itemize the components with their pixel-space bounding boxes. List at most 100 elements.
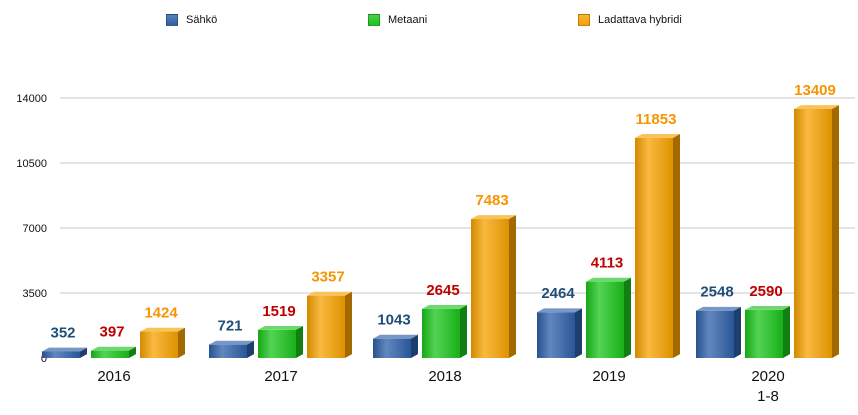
- legend-item-sahko: Sähkö: [166, 14, 217, 26]
- bar-top-ladattava-hybridi-2019: [635, 134, 680, 138]
- x-axis-ticks: 2016 2017 2018 2019 2020 1-8: [97, 368, 784, 405]
- bar-front-ladattava-hybridi-2017: [307, 295, 345, 358]
- data-label-ladattava-hybridi-2018: 7483: [475, 192, 508, 209]
- bar-front-metaani-2018: [422, 308, 460, 358]
- data-label-sahko-2016: 352: [50, 324, 75, 341]
- data-label-metaani-2018: 2645: [426, 282, 459, 299]
- bar-front-metaani-2020: [745, 309, 783, 358]
- data-label-ladattava-hybridi-2017: 3357: [311, 269, 344, 286]
- bar-top-sahko-2019: [537, 308, 582, 313]
- bar-side-ladattava-hybridi-2017: [345, 291, 352, 358]
- x-tick-label-2016: 2016: [97, 368, 130, 385]
- bar-top-ladattava-hybridi-2020: [794, 105, 839, 109]
- bar-metaani-2018: [422, 305, 467, 358]
- bar-ladattava-hybridi-2016: [140, 327, 185, 358]
- data-label-metaani-2016: 397: [99, 324, 124, 341]
- bar-front-sahko-2019: [537, 312, 575, 358]
- bar-ladattava-hybridi-2017: [307, 291, 352, 358]
- bar-metaani-2020: [745, 306, 790, 358]
- bar-sahko-2020: [696, 306, 741, 358]
- legend-swatch-metaani: [368, 14, 380, 26]
- bar-side-sahko-2018: [411, 334, 418, 358]
- bar-front-sahko-2017: [209, 344, 247, 358]
- bar-front-ladattava-hybridi-2018: [471, 219, 509, 358]
- bar-top-ladattava-hybridi-2016: [140, 327, 185, 332]
- bar-sahko-2018: [373, 334, 418, 358]
- bar-front-ladattava-hybridi-2019: [635, 137, 673, 358]
- bar-front-metaani-2016: [91, 350, 129, 358]
- bar-top-metaani-2018: [422, 305, 467, 309]
- bar-front-ladattava-hybridi-2016: [140, 331, 178, 358]
- bar-top-metaani-2020: [745, 306, 790, 310]
- data-label-sahko-2018: 1043: [377, 312, 410, 329]
- data-label-ladattava-hybridi-2020: 13409: [794, 82, 836, 99]
- bar-top-sahko-2016: [42, 347, 87, 352]
- bar-metaani-2016: [91, 346, 136, 358]
- bar-side-ladattava-hybridi-2019: [673, 134, 680, 358]
- bar-side-metaani-2020: [783, 306, 790, 358]
- x-tick-label-2020: 2020: [751, 368, 784, 385]
- x-tick-label-2019: 2019: [592, 368, 625, 385]
- bar-side-metaani-2019: [624, 277, 631, 358]
- x-tick-label-2018: 2018: [428, 368, 461, 385]
- bar-sahko-2019: [537, 308, 582, 358]
- bar-ladattava-hybridi-2018: [471, 215, 516, 358]
- bar-ladattava-hybridi-2019: [635, 134, 680, 358]
- bar-side-metaani-2018: [460, 305, 467, 358]
- bar-front-sahko-2020: [696, 310, 734, 358]
- bar-metaani-2017: [258, 325, 303, 358]
- legend-label-metaani: Metaani: [388, 14, 428, 26]
- y-axis-ticks: 0 3500 7000 10500 14000: [16, 93, 47, 365]
- bar-metaani-2019: [586, 277, 631, 358]
- bar-top-sahko-2020: [696, 306, 741, 311]
- data-label-ladattava-hybridi-2019: 11853: [636, 111, 677, 128]
- bar-side-sahko-2016: [80, 347, 87, 358]
- bar-front-sahko-2018: [373, 338, 411, 358]
- bar-side-ladattava-hybridi-2018: [509, 215, 516, 358]
- data-label-metaani-2020: 2590: [749, 283, 782, 300]
- legend-label-hybridi: Ladattava hybridi: [598, 14, 682, 26]
- gridlines: [60, 97, 855, 294]
- data-labels: 352 397 1424 721 1519 3357 1043 2645 7483 2464 411…: [50, 82, 835, 341]
- bar-side-ladattava-hybridi-2016: [178, 327, 185, 358]
- y-tick-label-7000: 7000: [23, 223, 47, 235]
- legend-item-metaani: Metaani: [368, 14, 427, 26]
- data-label-metaani-2017: 1519: [262, 303, 295, 320]
- bar-side-sahko-2017: [247, 340, 254, 358]
- data-label-sahko-2020: 2548: [700, 284, 733, 301]
- bar-side-sahko-2019: [575, 308, 582, 358]
- bar-top-ladattava-hybridi-2017: [307, 291, 352, 296]
- y-tick-label-0: 0: [41, 353, 47, 365]
- bar-side-metaani-2016: [129, 346, 136, 358]
- legend-swatch-hybridi: [578, 14, 590, 26]
- bar-front-metaani-2019: [586, 281, 624, 358]
- y-tick-label-3500: 3500: [23, 288, 47, 300]
- data-label-sahko-2019: 2464: [541, 285, 575, 302]
- y-tick-label-10500: 10500: [16, 158, 47, 170]
- bar-ladattava-hybridi-2020: [794, 105, 839, 359]
- legend: Sähkö Metaani Ladattava hybridi: [0, 14, 858, 36]
- bar-top-sahko-2018: [373, 334, 418, 339]
- legend-swatch-sahko: [166, 14, 178, 26]
- bar-side-metaani-2017: [296, 325, 303, 358]
- x-tick-sublabel-2020: 1-8: [757, 388, 779, 405]
- data-label-metaani-2019: 4113: [591, 255, 624, 272]
- bar-front-sahko-2016: [42, 351, 80, 358]
- data-label-sahko-2017: 721: [217, 318, 242, 335]
- bar-front-ladattava-hybridi-2020: [794, 108, 832, 359]
- data-label-ladattava-hybridi-2016: 1424: [144, 305, 178, 322]
- bar-top-sahko-2017: [209, 340, 254, 345]
- bar-top-ladattava-hybridi-2018: [471, 215, 516, 220]
- bar-front-metaani-2017: [258, 329, 296, 358]
- x-tick-label-2017: 2017: [264, 368, 297, 385]
- bar-side-ladattava-hybridi-2020: [832, 105, 839, 358]
- bars: [42, 105, 839, 359]
- bar-sahko-2016: [42, 347, 87, 358]
- legend-item-hybridi: Ladattava hybridi: [578, 14, 682, 26]
- bar-top-metaani-2019: [586, 277, 631, 282]
- bar-top-metaani-2016: [91, 346, 136, 351]
- bar-top-metaani-2017: [258, 325, 303, 330]
- legend-label-sahko: Sähkö: [186, 14, 218, 26]
- bar-side-sahko-2020: [734, 306, 741, 358]
